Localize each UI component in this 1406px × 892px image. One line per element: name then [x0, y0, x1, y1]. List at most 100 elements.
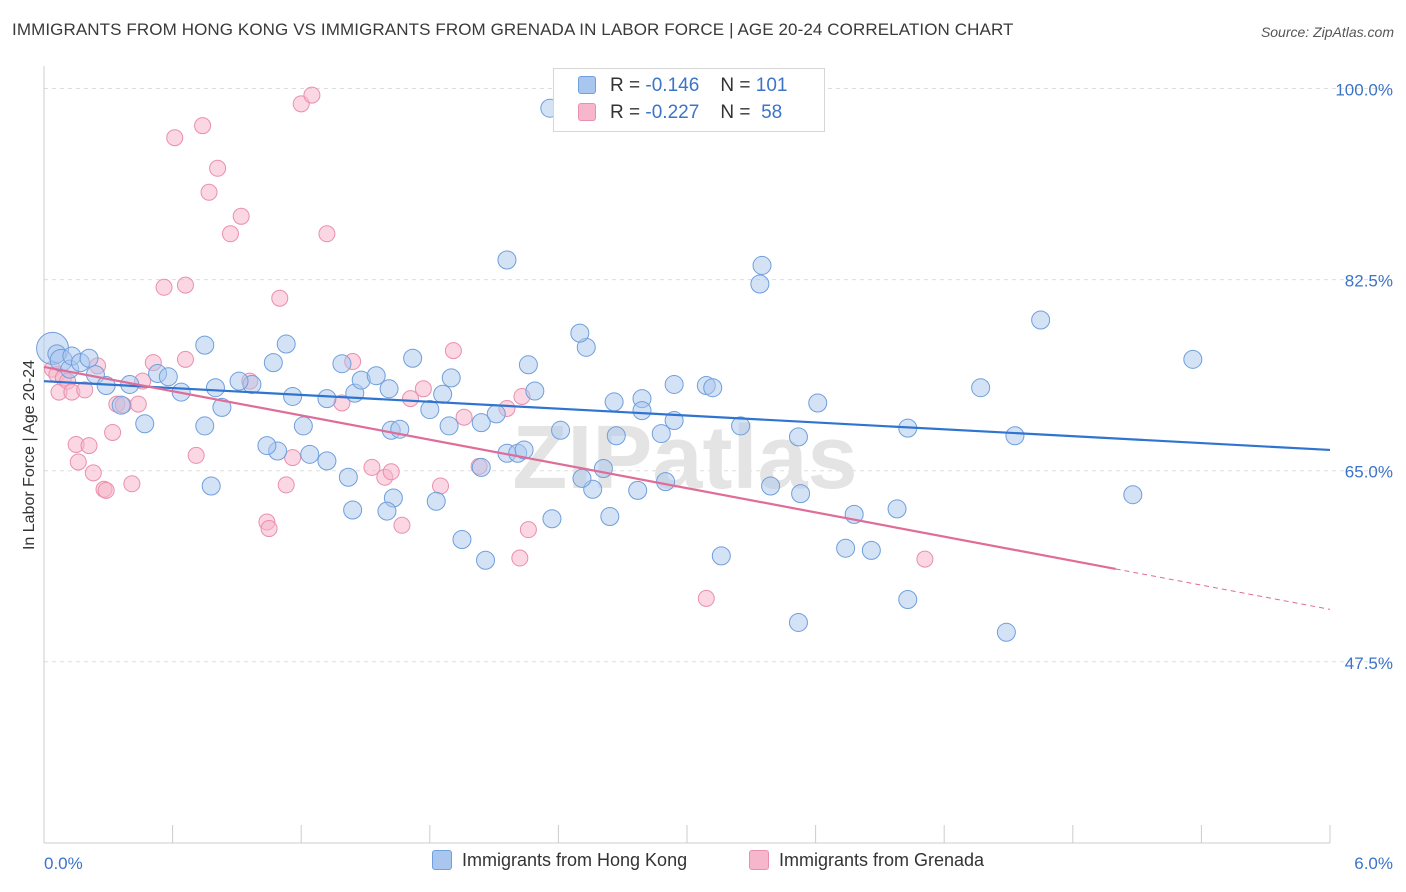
grenada-point — [916, 550, 934, 568]
hong-kong-point — [420, 400, 440, 420]
hong-kong-point — [338, 467, 358, 487]
hong-kong-point — [441, 368, 461, 388]
bottom-legend-label: Immigrants from Grenada — [779, 850, 985, 870]
grenada-trend-line — [43, 365, 1116, 571]
hong-kong-point — [317, 451, 337, 471]
hong-kong-point — [403, 348, 423, 368]
hong-kong-point — [205, 378, 225, 398]
legend-r-label: R = — [610, 75, 641, 96]
bottom-legend-label: Immigrants from Hong Kong — [462, 850, 688, 870]
hong-kong-point — [229, 371, 249, 391]
hong-kong-point — [343, 500, 363, 520]
grenada-points — [44, 86, 934, 607]
hong-kong-point — [514, 440, 534, 460]
hong-kong-point — [1005, 426, 1025, 446]
hong-kong-point — [836, 538, 856, 558]
hong-kong-point — [497, 250, 517, 270]
hong-kong-point — [750, 274, 770, 294]
hong-kong-point — [439, 416, 459, 436]
bottom-legend-swatch-pink — [749, 850, 769, 870]
grenada-point — [221, 225, 239, 243]
hong-kong-point — [711, 546, 731, 566]
hong-kong-point — [788, 612, 808, 632]
hong-kong-point — [111, 395, 131, 415]
hong-kong-point — [300, 444, 320, 464]
hong-kong-point — [79, 348, 99, 368]
legend-r-label: R = — [610, 102, 641, 123]
legend-swatch-blue — [578, 76, 596, 94]
hong-kong-point — [593, 459, 613, 479]
hong-kong-point — [332, 354, 352, 374]
hong-kong-point — [752, 255, 772, 275]
grenada-point — [455, 408, 473, 426]
hong-kong-point — [525, 381, 545, 401]
hong-kong-point — [195, 335, 215, 355]
grenada-point — [129, 395, 147, 413]
hong-kong-point — [317, 389, 337, 409]
hong-kong-point — [570, 323, 590, 343]
grenada-point — [697, 589, 715, 607]
hong-kong-point — [887, 499, 907, 519]
legend-row-hong-kong: R = -0.146 N = 101 — [578, 75, 787, 99]
hong-kong-point — [377, 501, 397, 521]
legend-n-value: 58 — [761, 102, 783, 123]
hong-kong-point — [703, 378, 723, 398]
hong-kong-point — [664, 374, 684, 394]
hong-kong-point — [898, 590, 918, 610]
grenada-point — [414, 380, 432, 398]
grenada-point — [260, 520, 278, 538]
axes — [43, 66, 1331, 844]
hong-kong-point — [158, 367, 178, 387]
grenada-point — [209, 159, 227, 177]
hong-kong-point — [293, 416, 313, 436]
grenada-point — [200, 183, 218, 201]
hong-kong-point — [366, 366, 386, 386]
trend-lines — [43, 365, 1331, 610]
y-tick-label: 82.5% — [1345, 272, 1393, 291]
hong-kong-point — [551, 420, 571, 440]
grenada-point — [444, 342, 462, 360]
hong-kong-point — [572, 468, 592, 488]
hong-kong-point — [632, 401, 652, 421]
hong-kong-point — [861, 540, 881, 560]
hong-kong-point — [788, 427, 808, 447]
hong-kong-point — [1123, 485, 1143, 505]
grenada-point — [382, 463, 400, 481]
hong-kong-point — [257, 436, 277, 456]
grenada-point — [519, 521, 537, 539]
hong-kong-point — [656, 472, 676, 492]
hong-kong-point — [731, 416, 751, 436]
hong-kong-point — [135, 414, 155, 434]
hong-kong-point — [263, 353, 283, 373]
bottom-legend-grenada: Immigrants from Grenada — [749, 850, 984, 871]
hong-kong-point — [426, 491, 446, 511]
grenada-point — [76, 381, 94, 399]
grenada-point — [402, 390, 420, 408]
legend-n-value: 101 — [755, 75, 788, 96]
y-tick-label: 100.0% — [1335, 81, 1393, 100]
hong-kong-trend-line — [43, 380, 1331, 452]
hong-kong-point — [604, 392, 624, 412]
grenada-point — [194, 117, 212, 135]
y-tick-labels: 47.5% 65.0% 82.5% 100.0% — [1335, 81, 1393, 673]
grenada-point — [232, 207, 250, 225]
hong-kong-point — [486, 404, 506, 424]
hong-kong-point — [1183, 349, 1203, 369]
chart-title: IMMIGRANTS FROM HONG KONG VS IMMIGRANTS … — [12, 20, 1014, 39]
hong-kong-point — [996, 622, 1016, 642]
grenada-point — [166, 129, 184, 147]
grenada-point — [303, 86, 321, 104]
hong-kong-point — [651, 424, 671, 444]
bottom-legend-hong-kong: Immigrants from Hong Kong — [432, 850, 687, 871]
grenada-point — [155, 278, 173, 296]
legend-n-label: N = — [720, 102, 751, 123]
grenada-point — [393, 516, 411, 534]
grenada-point — [187, 446, 205, 464]
y-tick-label: 65.0% — [1345, 463, 1393, 482]
legend-r-value: -0.146 — [645, 75, 700, 96]
hong-kong-point — [761, 476, 781, 496]
grenada-point — [123, 475, 141, 493]
grenada-point — [104, 423, 122, 441]
grenada-point — [511, 549, 529, 567]
